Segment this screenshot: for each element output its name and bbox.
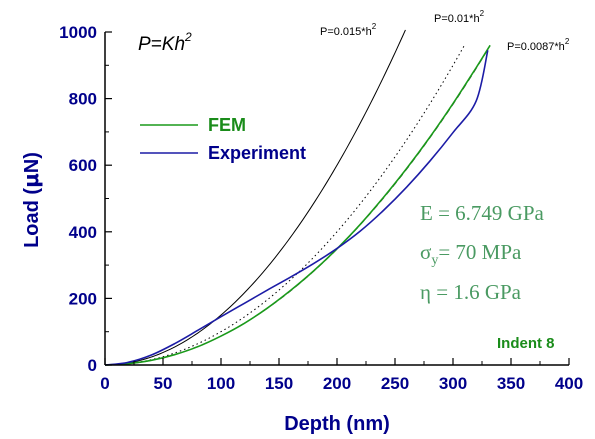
legend-fem-label: FEM [208, 115, 246, 135]
y-tick-label-0: 0 [88, 356, 97, 375]
y-tick-label-400: 400 [69, 223, 97, 242]
legend-experiment-label: Experiment [208, 143, 306, 163]
x-tick-label-200: 200 [323, 374, 351, 393]
indent-label: Indent 8 [497, 335, 555, 352]
y-tick-label-200: 200 [69, 289, 97, 308]
y-tick-label-600: 600 [69, 156, 97, 175]
power-law-curve-0015 [104, 29, 406, 366]
x-tick-label-150: 150 [265, 374, 293, 393]
series-line-experiment [104, 50, 489, 366]
power-law-label-00087: P=0.0087*h2 [507, 37, 570, 53]
x-axis-title: Depth (nm) [284, 413, 390, 435]
power-law-label-0015: P=0.015*h2 [320, 22, 377, 38]
x-tick-label-350: 350 [497, 374, 525, 393]
x-tick-label-250: 250 [381, 374, 409, 393]
param-eta: η = 1.6 GPa [420, 280, 522, 304]
x-tick-label-300: 300 [439, 374, 467, 393]
y-tick-label-800: 800 [69, 90, 97, 109]
param-sigma-y: σy= 70 MPa [420, 240, 522, 268]
x-tick-label-400: 400 [555, 374, 583, 393]
x-ticks: 0 50 100 150 200 250 300 350 400 [100, 358, 583, 393]
power-law-label-001: P=0.01*h2 [434, 9, 485, 25]
y-axis-title: Load (μN) [19, 152, 43, 248]
material-parameters: E = 6.749 GPa σy= 70 MPa η = 1.6 GPa [420, 201, 545, 304]
x-tick-label-0: 0 [100, 374, 109, 393]
x-tick-label-50: 50 [154, 374, 173, 393]
y-tick-label-1000: 1000 [59, 23, 97, 42]
power-law-curve-001 [104, 44, 466, 366]
legend: FEM Experiment [140, 115, 306, 163]
curves-layer [104, 29, 491, 366]
x-tick-label-100: 100 [207, 374, 235, 393]
y-ticks: 0 200 400 600 800 1000 [59, 23, 112, 375]
param-e: E = 6.749 GPa [420, 201, 545, 225]
axes [104, 32, 569, 366]
series-line-fem [104, 44, 491, 366]
model-label: P=Kh2 [138, 30, 192, 55]
